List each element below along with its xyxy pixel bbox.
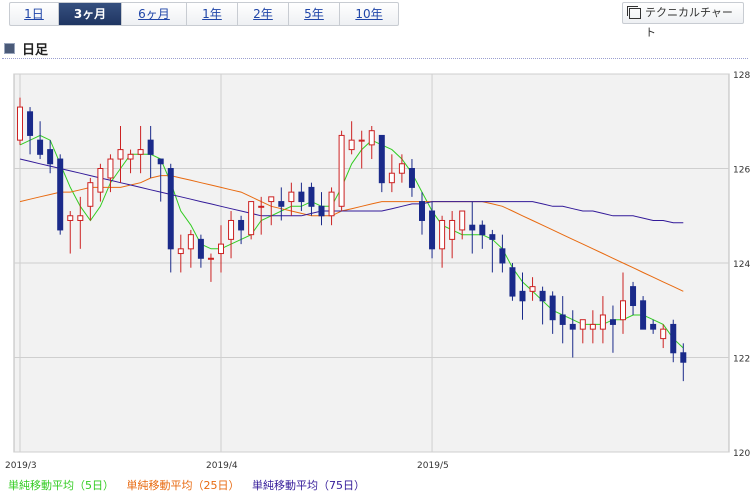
y-tick-label: 128 — [733, 71, 750, 81]
candle-down — [47, 149, 54, 165]
candle-down — [147, 139, 154, 155]
tab-2y[interactable]: 2年 — [238, 3, 289, 25]
candle-up — [187, 234, 194, 250]
candle-up — [77, 215, 84, 221]
x-axis: 2019/3 2019/4 2019/5 — [5, 461, 449, 470]
candle-up — [17, 106, 23, 141]
y-tick-label: 124 — [733, 260, 750, 270]
candle-down — [499, 248, 506, 264]
tab-1y[interactable]: 1年 — [187, 3, 238, 25]
candle-down — [167, 168, 174, 250]
candle-down — [308, 186, 315, 207]
y-tick-label: 120 — [733, 449, 750, 459]
candle-up — [117, 149, 124, 160]
candle-up — [368, 130, 375, 146]
candle-down — [57, 158, 64, 231]
candle-down — [469, 224, 476, 231]
section-heading: 日足 — [4, 39, 48, 58]
legend-ma25: 単純移動平均（25日） — [126, 479, 240, 492]
x-tick-label: 2019/5 — [417, 461, 449, 470]
candle-down — [559, 314, 566, 325]
candle-down — [298, 191, 305, 203]
candles — [17, 97, 687, 382]
tab-3m[interactable]: 3ヶ月 — [59, 3, 122, 25]
candle-up — [137, 149, 144, 155]
candle-down — [419, 201, 425, 221]
candle-down — [278, 201, 285, 207]
candle-up — [449, 219, 456, 240]
candle-up — [358, 139, 365, 142]
divider — [2, 58, 748, 59]
candle-up — [459, 210, 466, 231]
candle-down — [569, 323, 576, 330]
candle-down — [378, 134, 385, 184]
candle-down — [157, 158, 164, 165]
candle-down — [519, 290, 526, 302]
y-axis: 120 122 124 126 128 — [733, 71, 750, 459]
candle-down — [197, 238, 204, 259]
candle-up — [620, 300, 626, 321]
y-tick-label: 126 — [733, 166, 750, 176]
candle-up — [388, 172, 395, 184]
candle-up — [348, 139, 355, 151]
legend: 単純移動平均（5日） 単純移動平均（25日） 単純移動平均（75日） — [8, 477, 374, 493]
candle-up — [67, 215, 74, 221]
candle-up — [579, 319, 586, 330]
candle-down — [609, 319, 616, 325]
candle-up — [107, 158, 114, 179]
candle-up — [288, 191, 295, 203]
candle-down — [640, 300, 647, 330]
candle-up — [228, 219, 235, 240]
legend-ma5: 単純移動平均（5日） — [8, 479, 114, 492]
candle-up — [248, 201, 255, 236]
candle-down — [650, 323, 657, 330]
candle-down — [549, 295, 556, 321]
candle-down — [489, 234, 496, 240]
window-icon — [627, 6, 641, 19]
candle-up — [127, 153, 134, 160]
candle-down — [539, 290, 546, 302]
candle-up — [87, 182, 94, 207]
candle-up — [328, 191, 335, 217]
candle-up — [258, 205, 265, 208]
candle-down — [27, 111, 34, 136]
candle-up — [177, 248, 184, 255]
candle-down — [670, 323, 677, 354]
ma75-line — [19, 158, 684, 224]
candle-up — [439, 219, 446, 250]
tab-1d[interactable]: 1日 — [10, 3, 59, 25]
candle-down — [37, 139, 44, 155]
candle-down — [408, 168, 415, 188]
candle-down — [318, 205, 325, 217]
candle-up — [207, 257, 214, 260]
candle-up — [529, 286, 536, 292]
tab-10y[interactable]: 10年 — [355, 7, 383, 21]
candle-up — [398, 163, 405, 174]
candle-down — [630, 286, 637, 307]
candle-up — [589, 323, 596, 330]
candle-up — [660, 328, 667, 340]
candle-down — [680, 352, 687, 363]
candle-up — [97, 168, 104, 193]
candle-down — [479, 224, 486, 236]
y-tick-label: 122 — [733, 355, 750, 365]
candle-up — [268, 196, 275, 203]
technical-chart-button[interactable]: テクニカルチャート — [622, 2, 744, 39]
x-tick-label: 2019/3 — [5, 461, 37, 470]
candle-up — [599, 314, 606, 330]
technical-chart-label: テクニカルチャート — [645, 6, 733, 39]
x-tick-label: 2019/4 — [206, 461, 238, 470]
candle-up — [338, 134, 345, 207]
section-title: 日足 — [22, 43, 49, 58]
candle-down — [238, 219, 245, 231]
tab-5y[interactable]: 5年 — [289, 3, 340, 25]
candle-down — [429, 210, 436, 250]
heading-square-icon — [4, 43, 15, 54]
candlestick-chart: 120 122 124 126 128 2019/3 2019/4 2019/5 — [5, 71, 750, 470]
tab-6m[interactable]: 6ヶ月 — [122, 3, 187, 25]
legend-ma75: 単純移動平均（75日） — [252, 479, 365, 492]
candle-down — [509, 267, 516, 297]
candle-up — [218, 243, 224, 255]
period-tabs: 1日 3ヶ月 6ヶ月 1年 2年 5年 10年 — [9, 2, 399, 26]
